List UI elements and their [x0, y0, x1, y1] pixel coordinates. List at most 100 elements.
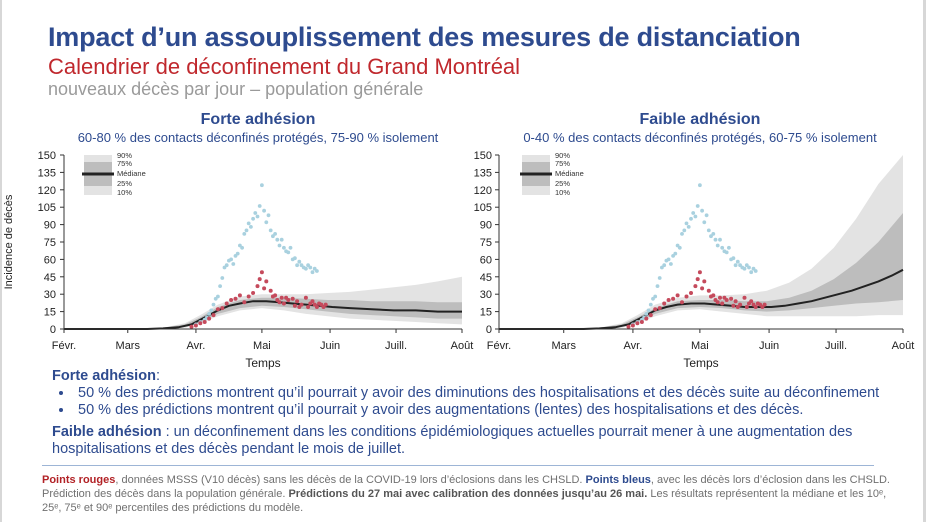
red-data-point — [753, 305, 758, 309]
red-data-point — [198, 321, 203, 326]
red-data-point — [295, 299, 300, 304]
y-tick-label: 30 — [44, 289, 56, 301]
blue-data-point — [282, 245, 286, 250]
blue-data-point — [646, 308, 651, 313]
red-data-point — [689, 291, 693, 295]
chart-panel-2: Faible adhésion 0-40 % des contacts décon… — [474, 111, 915, 370]
red-data-point — [742, 295, 747, 300]
blue-data-point — [669, 262, 673, 266]
red-data-point — [700, 286, 705, 291]
notes-section: Forte adhésion: 50 % des prédictions mon… — [52, 368, 914, 458]
x-axis-title: Temps — [245, 356, 280, 370]
blue-data-point — [735, 259, 740, 264]
red-data-point — [257, 277, 262, 282]
red-data-point — [255, 284, 260, 289]
blue-data-point — [224, 263, 229, 268]
forte-bullet-2: 50 % des prédictions montrent qu’il pour… — [74, 402, 914, 419]
footnote-blue-label: Points bleus — [585, 474, 651, 486]
x-tick-label: Juin — [759, 340, 779, 352]
blue-data-point — [246, 221, 251, 226]
red-data-point — [731, 303, 736, 308]
blue-data-point — [251, 216, 256, 221]
blue-data-point — [255, 214, 260, 219]
blue-data-point — [666, 257, 671, 262]
red-data-point — [286, 298, 291, 302]
median-line — [64, 300, 462, 330]
red-data-point — [635, 321, 640, 326]
blue-data-point — [698, 183, 702, 188]
blue-data-point — [727, 245, 731, 250]
red-data-point — [680, 300, 684, 305]
slide-left-edge — [0, 0, 2, 522]
red-data-point — [310, 299, 315, 304]
red-data-point — [189, 324, 194, 329]
blue-data-point — [677, 245, 682, 250]
x-tick-label: Mai — [691, 340, 709, 352]
red-data-point — [697, 270, 702, 275]
red-data-point — [262, 286, 267, 291]
red-data-point — [720, 301, 725, 306]
blue-data-point — [713, 237, 718, 242]
y-tick-label: 45 — [44, 272, 56, 284]
blue-data-point — [253, 211, 258, 215]
blue-data-point — [731, 256, 736, 261]
legend-label: 75% — [117, 159, 132, 168]
blue-data-point — [211, 302, 216, 307]
y-tick-label: 45 — [480, 272, 492, 284]
footnote: Points rouges, données MSSS (V10 décès) … — [42, 473, 902, 515]
red-data-point — [715, 300, 720, 305]
faible-note: Faible adhésion : un déconfinement dans … — [52, 424, 914, 458]
red-data-point — [662, 301, 667, 306]
red-data-point — [644, 316, 649, 321]
chart-title: Forte adhésion — [201, 111, 316, 128]
legend-label: 25% — [555, 179, 570, 188]
red-data-point — [630, 323, 635, 328]
footnote-text-2: , avec les décès lors d’éclosion dans le… — [42, 474, 890, 500]
y-tick-label: 135 — [474, 167, 492, 179]
x-tick-label: Févr. — [487, 340, 511, 352]
red-data-point — [290, 296, 295, 301]
red-data-point — [666, 298, 671, 302]
forte-note-colon: : — [155, 368, 160, 384]
y-tick-label: 150 — [474, 150, 492, 162]
red-data-point — [215, 307, 220, 312]
x-tick-label: Août — [892, 340, 915, 352]
red-data-point — [733, 299, 738, 304]
blue-data-point — [244, 228, 249, 233]
blue-data-point — [297, 259, 302, 264]
y-tick-label: 30 — [480, 289, 492, 301]
blue-data-point — [711, 232, 716, 236]
blue-data-point — [680, 232, 684, 236]
red-data-point — [259, 270, 264, 275]
blue-data-point — [689, 216, 693, 221]
blue-data-point — [753, 269, 758, 273]
blue-data-point — [209, 308, 214, 313]
y-tick-label: 120 — [38, 185, 56, 197]
blue-data-point — [268, 228, 273, 233]
footnote-text-3: Les résultats représentent la médiane et… — [42, 488, 887, 514]
blue-data-point — [273, 232, 277, 236]
legend-label: 10% — [555, 188, 570, 197]
forte-bullet-1: 50 % des prédictions montrent qu’il pour… — [74, 385, 914, 402]
red-data-point — [653, 307, 658, 312]
red-data-point — [657, 306, 662, 311]
red-data-point — [193, 323, 198, 328]
red-data-point — [211, 313, 216, 318]
red-data-point — [762, 302, 767, 307]
y-tick-label: 15 — [44, 307, 56, 319]
y-tick-label: 120 — [474, 185, 492, 197]
red-data-point — [246, 294, 251, 299]
blue-data-point — [279, 237, 284, 242]
chart-subtitle: 0-40 % des contacts déconfinés protégés,… — [523, 130, 877, 145]
red-data-point — [693, 284, 698, 289]
red-data-point — [648, 313, 653, 318]
red-data-point — [729, 296, 734, 301]
red-data-point — [695, 277, 700, 282]
blue-data-point — [657, 276, 662, 280]
footnote-text-1: , données MSSS (V10 décès) sans les décè… — [115, 474, 586, 486]
faible-note-text: : un déconfinement dans les conditions é… — [52, 424, 853, 457]
blue-data-point — [264, 220, 269, 225]
blue-data-point — [653, 294, 658, 299]
red-data-point — [207, 316, 212, 321]
